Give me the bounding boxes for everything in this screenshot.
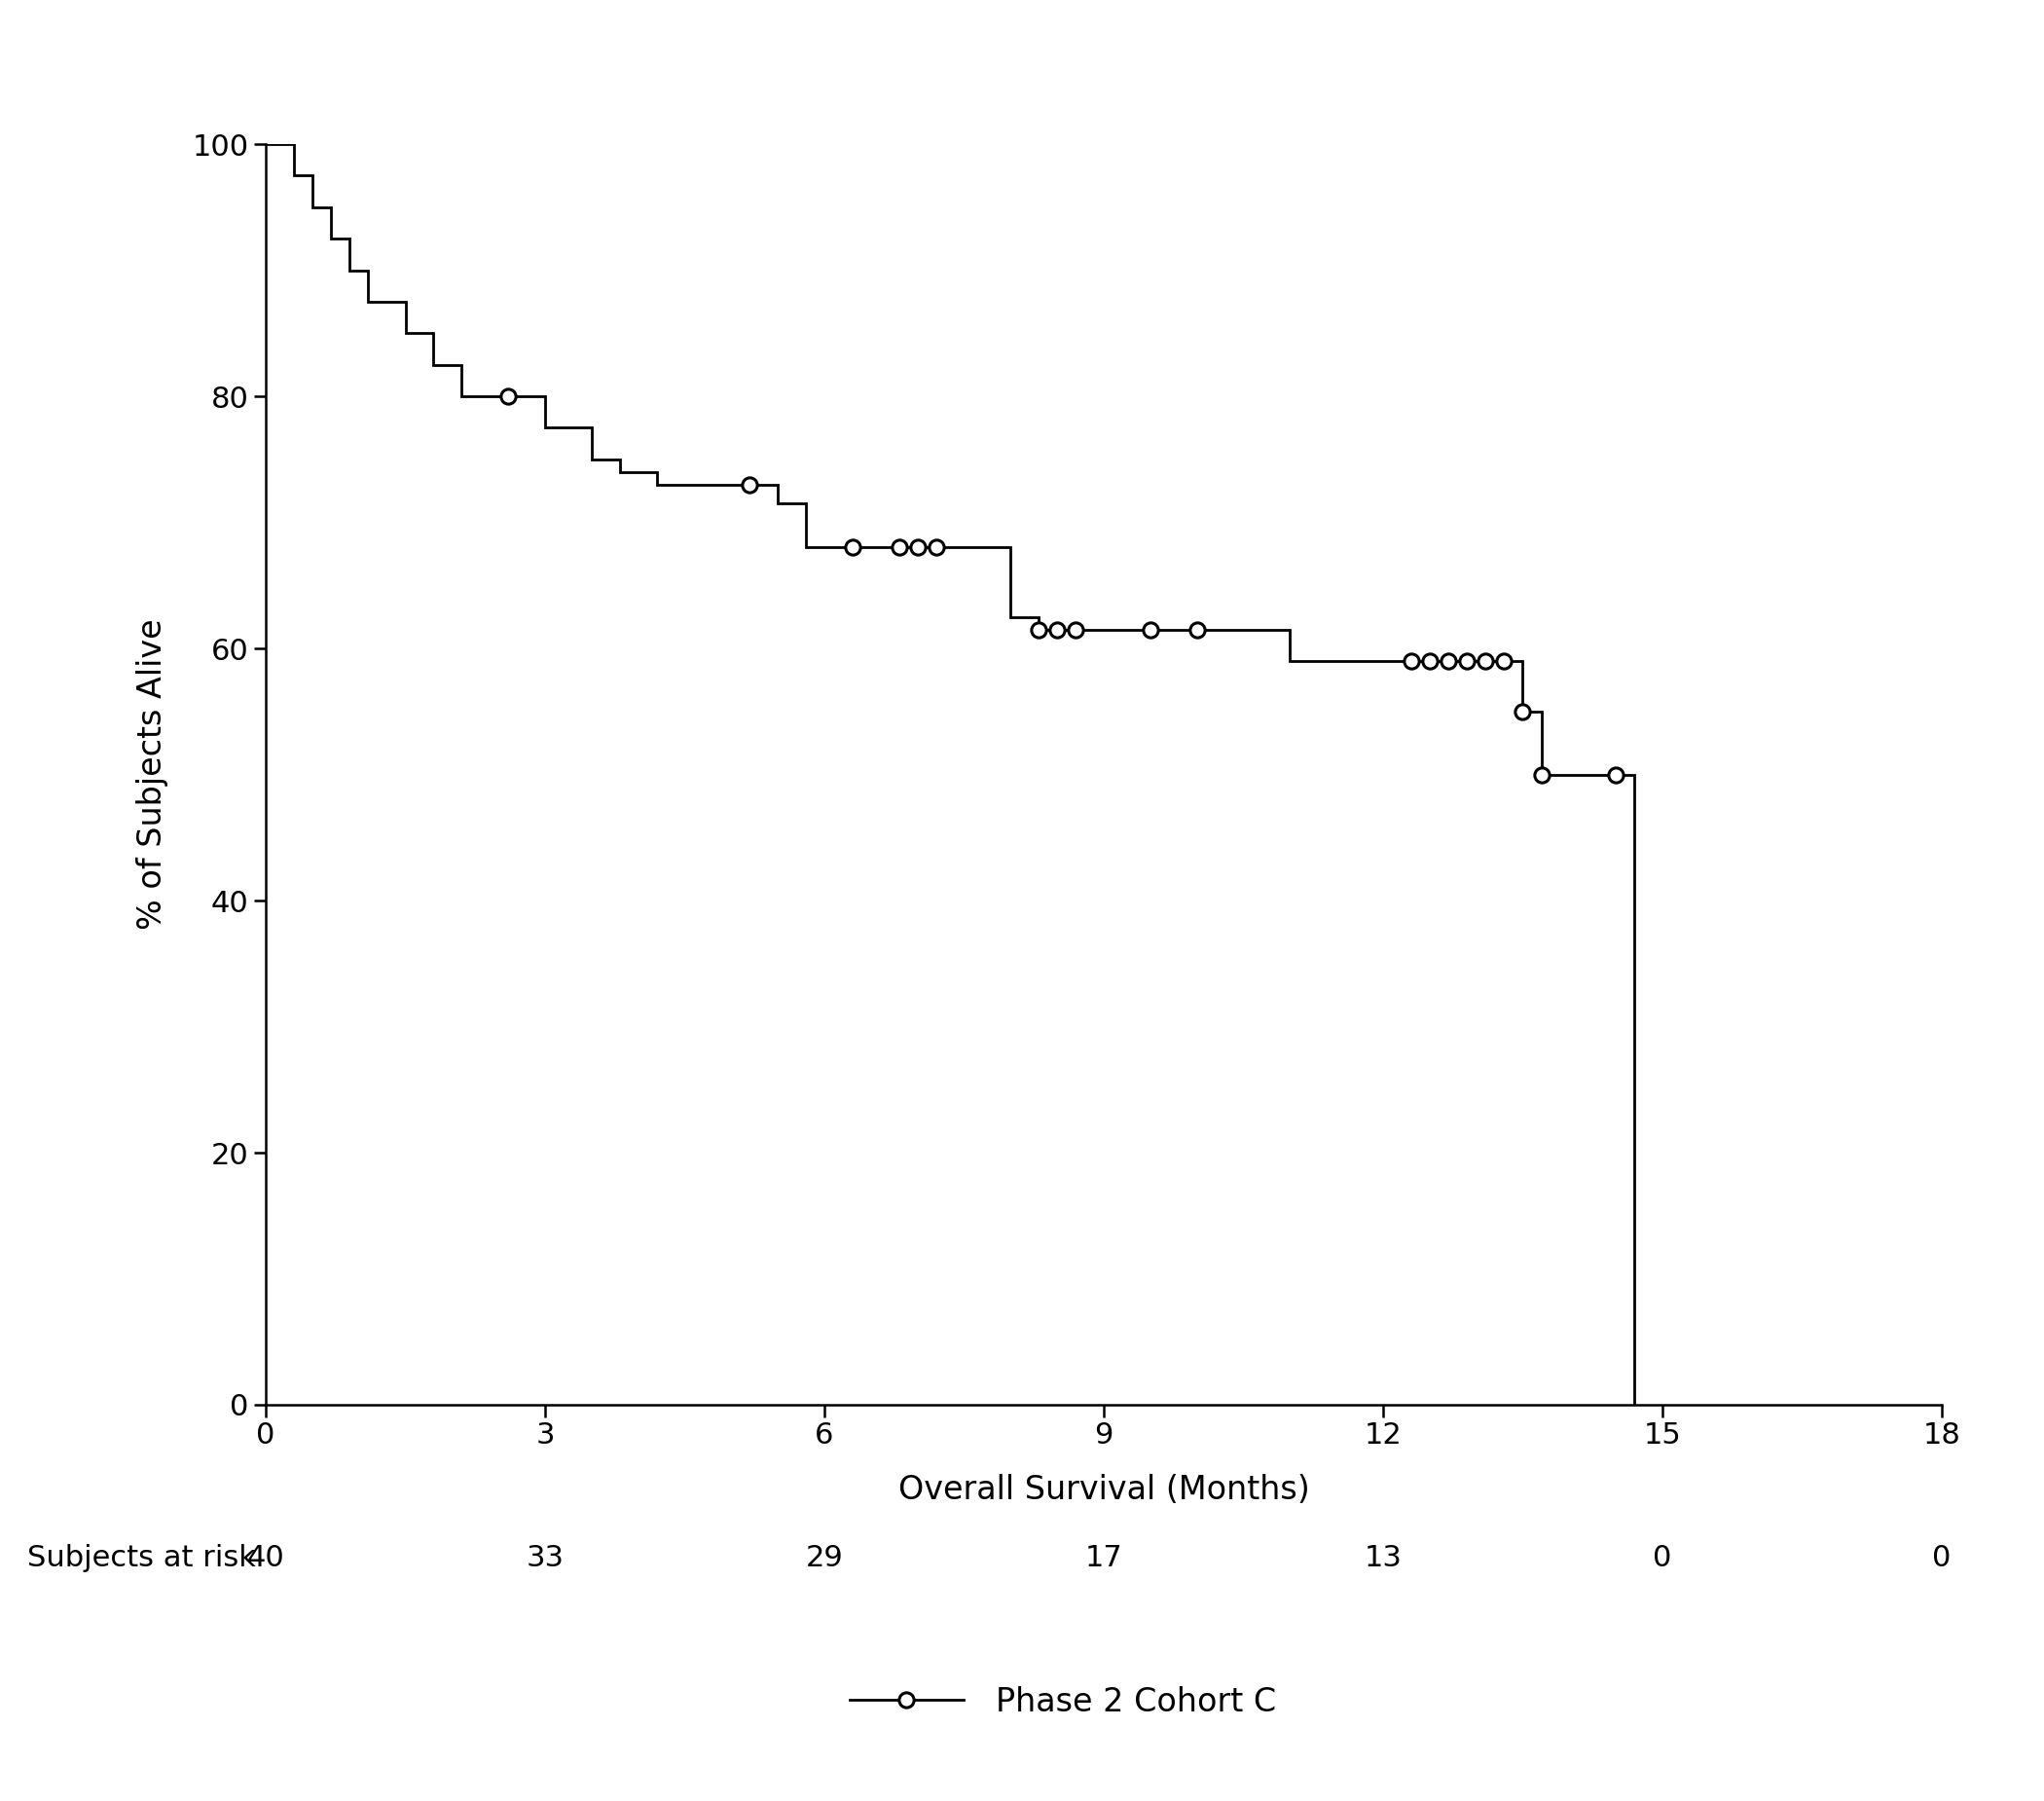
Text: Subjects at risk: Subjects at risk — [27, 1543, 256, 1572]
Text: 0: 0 — [1654, 1543, 1672, 1572]
Text: 33: 33 — [525, 1543, 564, 1572]
Text: 29: 29 — [805, 1543, 844, 1572]
Text: 40: 40 — [247, 1543, 284, 1572]
Text: 17: 17 — [1085, 1543, 1122, 1572]
Text: 13: 13 — [1363, 1543, 1402, 1572]
X-axis label: Overall Survival (Months): Overall Survival (Months) — [897, 1475, 1310, 1506]
Legend: Phase 2 Cohort C: Phase 2 Cohort C — [836, 1673, 1290, 1731]
Text: 0: 0 — [1932, 1543, 1952, 1572]
Y-axis label: % of Subjects Alive: % of Subjects Alive — [135, 620, 168, 929]
